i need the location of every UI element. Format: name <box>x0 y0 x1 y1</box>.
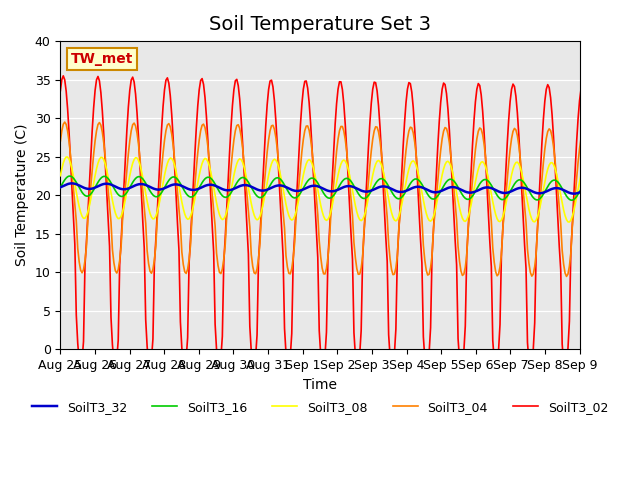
Y-axis label: Soil Temperature (C): Soil Temperature (C) <box>15 124 29 266</box>
SoilT3_08 <box>77 209 84 215</box>
X-axis label: Time: Time <box>303 378 337 392</box>
SoilT3_04 <box>56 138 64 144</box>
SoilT3_16 <box>343 176 351 181</box>
SoilT3_02 <box>611 97 618 103</box>
SoilT3_02 <box>452 262 460 268</box>
SoilT3_04 <box>611 145 618 151</box>
SoilT3_16 <box>535 196 543 202</box>
Line: SoilT3_02: SoilT3_02 <box>60 76 614 370</box>
SoilT3_02 <box>596 367 604 373</box>
SoilT3_08 <box>609 186 616 192</box>
SoilT3_16 <box>603 198 611 204</box>
SoilT3_16 <box>611 189 618 195</box>
SoilT3_02 <box>60 73 67 79</box>
SoilT3_08 <box>611 179 618 184</box>
SoilT3_32 <box>609 191 616 196</box>
SoilT3_04 <box>94 121 102 127</box>
SoilT3_04 <box>452 217 460 223</box>
SoilT3_32 <box>611 190 618 195</box>
SoilT3_02 <box>77 363 84 369</box>
SoilT3_32 <box>535 191 543 196</box>
Line: SoilT3_32: SoilT3_32 <box>60 183 614 194</box>
SoilT3_02 <box>56 88 64 94</box>
SoilT3_32 <box>452 185 460 191</box>
SoilT3_32 <box>343 183 351 189</box>
SoilT3_02 <box>609 115 616 121</box>
SoilT3_08 <box>600 219 608 225</box>
SoilT3_02 <box>343 147 351 153</box>
SoilT3_16 <box>609 192 616 197</box>
Legend: SoilT3_32, SoilT3_16, SoilT3_08, SoilT3_04, SoilT3_02: SoilT3_32, SoilT3_16, SoilT3_08, SoilT3_… <box>27 396 613 419</box>
SoilT3_16 <box>65 173 73 179</box>
SoilT3_16 <box>94 180 102 185</box>
SoilT3_04 <box>343 149 351 155</box>
Line: SoilT3_08: SoilT3_08 <box>60 157 614 222</box>
SoilT3_32 <box>605 191 612 197</box>
Line: SoilT3_04: SoilT3_04 <box>60 122 614 276</box>
SoilT3_08 <box>535 208 543 214</box>
SoilT3_04 <box>77 267 84 273</box>
Text: TW_met: TW_met <box>71 52 133 66</box>
SoilT3_32 <box>94 183 102 189</box>
SoilT3_04 <box>61 119 68 125</box>
Line: SoilT3_16: SoilT3_16 <box>60 176 614 201</box>
SoilT3_08 <box>62 154 70 160</box>
SoilT3_16 <box>77 187 84 193</box>
Title: Soil Temperature Set 3: Soil Temperature Set 3 <box>209 15 431 34</box>
SoilT3_16 <box>452 182 460 188</box>
SoilT3_08 <box>56 173 64 179</box>
SoilT3_08 <box>452 190 460 196</box>
SoilT3_04 <box>535 209 543 215</box>
SoilT3_32 <box>77 183 84 189</box>
SoilT3_02 <box>94 73 102 79</box>
SoilT3_16 <box>56 184 64 190</box>
SoilT3_02 <box>535 195 543 201</box>
SoilT3_32 <box>56 184 64 190</box>
SoilT3_32 <box>68 180 76 186</box>
SoilT3_04 <box>609 159 616 165</box>
SoilT3_08 <box>94 160 102 166</box>
SoilT3_08 <box>343 161 351 167</box>
SoilT3_04 <box>597 274 605 279</box>
